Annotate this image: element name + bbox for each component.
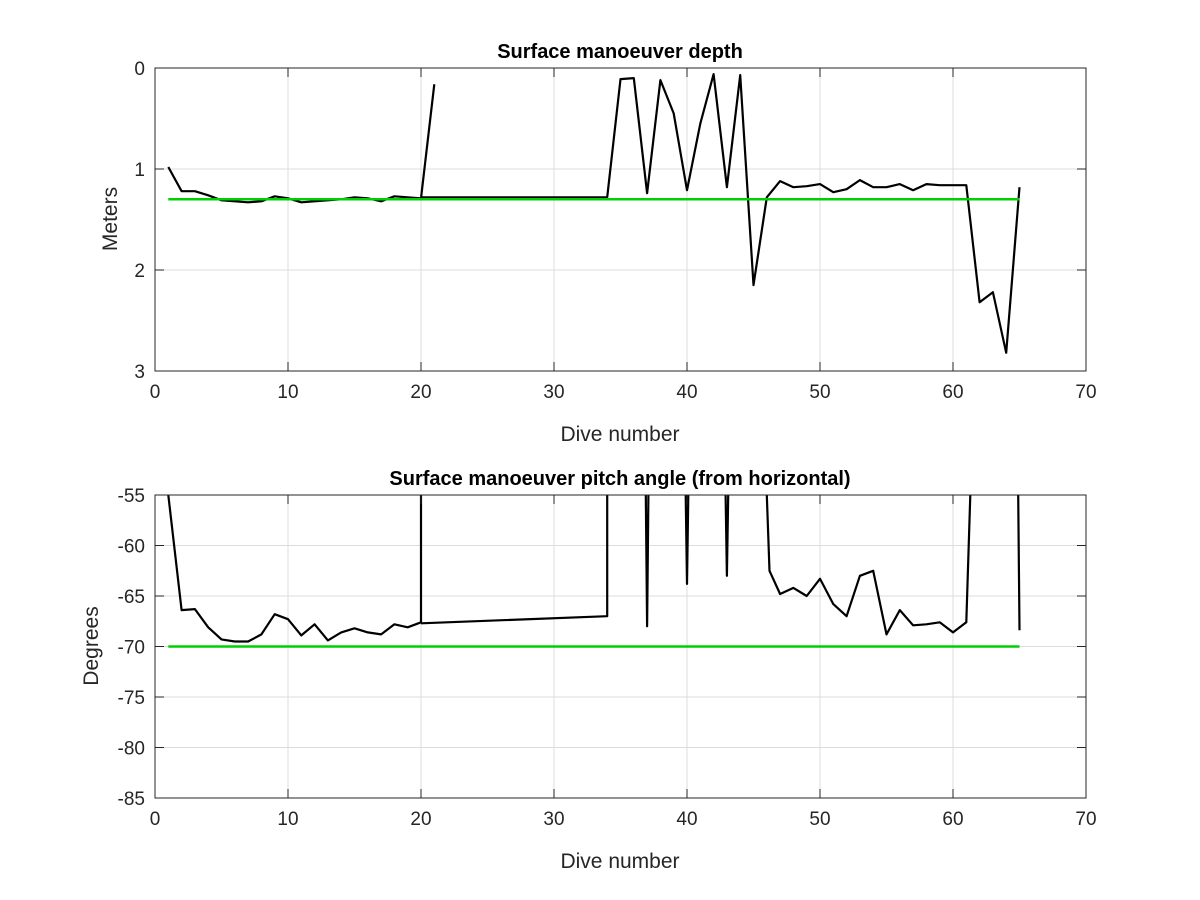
pitch-chart-ytick-label: -75 xyxy=(118,688,145,709)
depth-chart-series xyxy=(167,72,1021,354)
pitch-chart-xtick-label: 40 xyxy=(676,809,697,830)
depth-chart-ytick-label: 3 xyxy=(134,362,145,383)
pitch-chart-ytick-label: -65 xyxy=(118,587,145,608)
depth-chart-xtick-label: 10 xyxy=(277,382,298,403)
depth-chart-xtick-label: 50 xyxy=(809,382,830,403)
pitch-chart-ticks: 0 10 20 30 40 50 60 70 -55 -60 -65 -70 -75 -80 -85 xyxy=(118,486,1097,830)
depth-chart-ytick-label: 0 xyxy=(134,59,145,80)
pitch-chart-title: Surface manoeuver pitch angle (from hori… xyxy=(389,468,850,490)
depth-chart-ytick-label: 2 xyxy=(134,261,145,282)
pitch-chart-ytick-label: -55 xyxy=(118,486,145,507)
pitch-chart-xtick-label: 50 xyxy=(809,809,830,830)
pitch-chart-ytick-label: -85 xyxy=(118,789,145,810)
depth-chart-ylabel: Meters xyxy=(99,187,122,251)
pitch-chart-xtick-label: 60 xyxy=(942,809,963,830)
pitch-chart-xtick-label: 30 xyxy=(543,809,564,830)
pitch-chart-ylabel: Degrees xyxy=(80,606,103,685)
depth-chart-ticks: 0 10 20 30 40 50 60 70 0 1 2 3 xyxy=(134,59,1096,403)
pitch-chart-ytick-label: -70 xyxy=(118,638,145,659)
pitch-chart-series-line-4 xyxy=(724,494,730,577)
depth-chart-ytick-label: 1 xyxy=(134,160,145,181)
pitch-chart-series-line-3 xyxy=(684,494,690,586)
depth-chart-series-line-1 xyxy=(421,72,1021,354)
pitch-chart-xtick-label: 20 xyxy=(410,809,431,830)
pitch-chart-series xyxy=(167,494,1021,648)
pitch-chart-xlabel: Dive number xyxy=(560,850,679,873)
depth-chart-xtick-label: 30 xyxy=(543,382,564,403)
depth-chart-frame xyxy=(154,67,1087,372)
pitch-chart-xtick-label: 10 xyxy=(277,809,298,830)
depth-chart-xtick-label: 0 xyxy=(150,382,161,403)
pitch-chart-xtick-label: 0 xyxy=(150,809,161,830)
pitch-chart-series-line-5 xyxy=(765,494,972,636)
pitch-chart-xtick-label: 70 xyxy=(1075,809,1096,830)
pitch-chart: Surface manoeuver pitch angle (from hori… xyxy=(80,468,1097,873)
pitch-chart-series-line-6 xyxy=(1017,494,1021,631)
depth-chart-xtick-label: 20 xyxy=(410,382,431,403)
pitch-chart-series-line-1 xyxy=(420,495,609,625)
pitch-chart-ytick-label: -80 xyxy=(118,739,145,760)
depth-chart: Surface manoeuver depth 0 10 20 30 40 50 60 700… xyxy=(99,41,1097,446)
depth-chart-xlabel: Dive number xyxy=(560,423,679,446)
depth-chart-xtick-label: 40 xyxy=(676,382,697,403)
depth-chart-xtick-label: 60 xyxy=(942,382,963,403)
depth-chart-grid xyxy=(155,68,1086,371)
pitch-chart-ytick-label: -60 xyxy=(118,537,145,558)
pitch-chart-series-line-0 xyxy=(167,494,423,643)
depth-chart-xtick-label: 70 xyxy=(1075,382,1096,403)
pitch-chart-series-line-2 xyxy=(644,494,650,628)
depth-chart-series-line-0 xyxy=(167,84,436,204)
depth-chart-title: Surface manoeuver depth xyxy=(497,41,743,63)
